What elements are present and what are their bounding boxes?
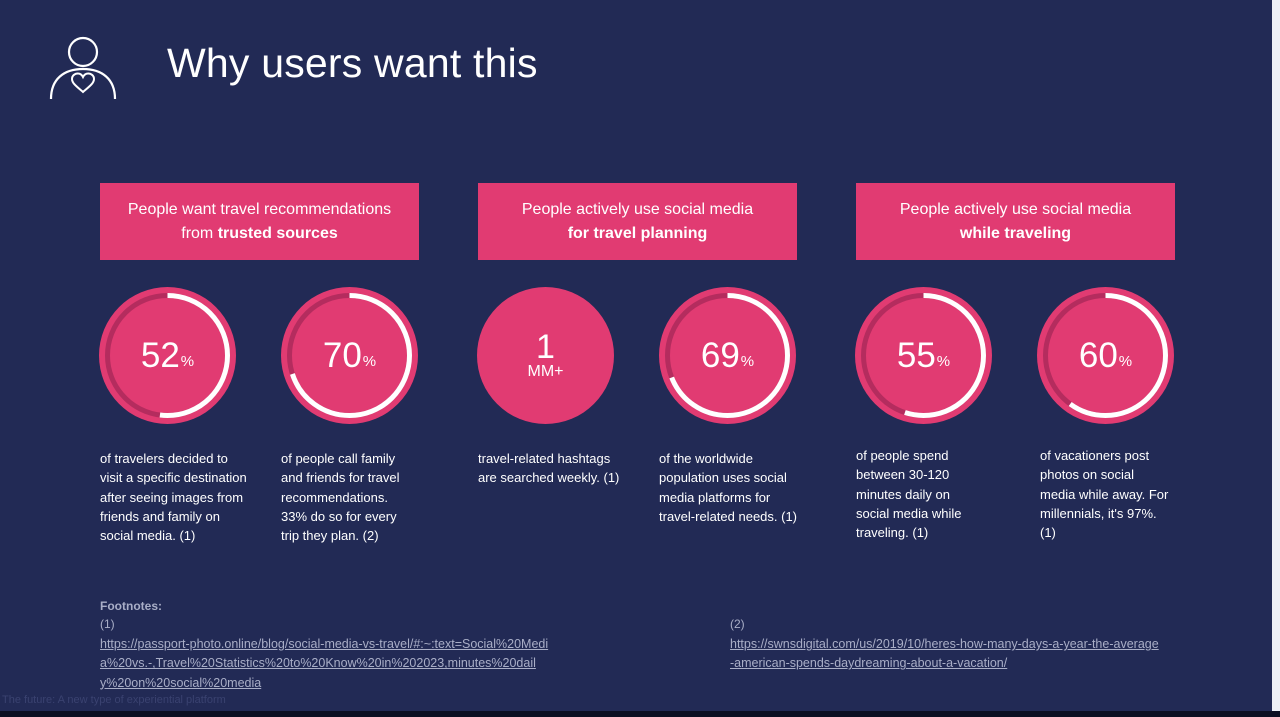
ring-fill bbox=[855, 287, 992, 424]
stat-description: of travelers decided to visit a specific… bbox=[100, 451, 247, 544]
banner-line: from trusted sources bbox=[181, 222, 338, 246]
stat-ring-69: 69% bbox=[659, 287, 796, 424]
banner-trusted-sources: People want travel recommendations from … bbox=[100, 183, 419, 260]
ring-fill bbox=[281, 287, 418, 424]
stat-unit: % bbox=[740, 352, 755, 370]
stat-ring-60: 60% bbox=[1037, 287, 1174, 424]
ring-progress bbox=[287, 293, 412, 418]
banner-line: People want travel recommendations bbox=[127, 200, 392, 218]
footnote-link-1[interactable]: https://passport-photo.online/blog/socia… bbox=[100, 637, 549, 690]
slide-caption: The future: A new type of experiential p… bbox=[2, 694, 226, 706]
stat-value: 60 bbox=[1078, 335, 1118, 375]
ring-fill bbox=[1037, 287, 1174, 424]
banner-highlight: trusted sources bbox=[217, 224, 338, 242]
stat-value: 1 bbox=[536, 327, 555, 366]
stat-value: 70 bbox=[322, 335, 362, 375]
stat-value: 52 bbox=[140, 335, 180, 375]
stat-value: 69 bbox=[700, 335, 740, 375]
footnote-number: (1) bbox=[100, 617, 115, 631]
footnote-link-2[interactable]: https://swnsdigital.com/us/2019/10/heres… bbox=[730, 637, 1159, 671]
ring-progress bbox=[665, 293, 790, 418]
banner-prefix: from bbox=[181, 224, 218, 242]
stat-unit: % bbox=[362, 352, 377, 370]
ring-progress bbox=[861, 293, 986, 418]
stat-value: 55 bbox=[896, 335, 936, 375]
stat-unit: % bbox=[1118, 352, 1133, 370]
user-heart-icon bbox=[49, 36, 117, 100]
banner-line: People actively use social media bbox=[899, 200, 1132, 218]
ring-progress bbox=[105, 293, 230, 418]
window-bottom-strip bbox=[0, 711, 1280, 717]
stat-unit: MM+ bbox=[527, 362, 564, 380]
stat-description: of people call family and friends for tr… bbox=[281, 451, 400, 544]
stat-unit: % bbox=[180, 352, 195, 370]
stat-ring-52: 52% bbox=[99, 287, 236, 424]
stat-unit: % bbox=[936, 352, 951, 370]
page-title: Why users want this bbox=[167, 40, 538, 86]
banner-highlight: for travel planning bbox=[567, 224, 708, 242]
banner-highlight: while traveling bbox=[959, 224, 1072, 242]
stat-ring-70: 70% bbox=[281, 287, 418, 424]
footnotes-title: Footnotes: bbox=[100, 599, 162, 613]
banner-line: People actively use social media bbox=[521, 200, 754, 218]
ring-fill bbox=[99, 287, 236, 424]
stat-description: travel-related hashtags are searched wee… bbox=[478, 451, 620, 486]
stat-description: of vacationers post photos on social med… bbox=[1040, 448, 1169, 541]
ring-fill bbox=[659, 287, 796, 424]
banner-while-traveling: People actively use social media while t… bbox=[856, 183, 1175, 260]
stat-description: of people spend between 30-120 minutes d… bbox=[856, 448, 962, 541]
stat-circle-1mm: 1 MM+ bbox=[477, 287, 614, 424]
stat-ring-55: 55% bbox=[855, 287, 992, 424]
stat-description: of the worldwide population uses social … bbox=[659, 451, 798, 524]
ring-progress bbox=[1043, 293, 1168, 418]
footnote-number: (2) bbox=[730, 617, 745, 631]
window-edge-strip bbox=[1272, 0, 1280, 717]
banner-travel-planning: People actively use social media for tra… bbox=[478, 183, 797, 260]
